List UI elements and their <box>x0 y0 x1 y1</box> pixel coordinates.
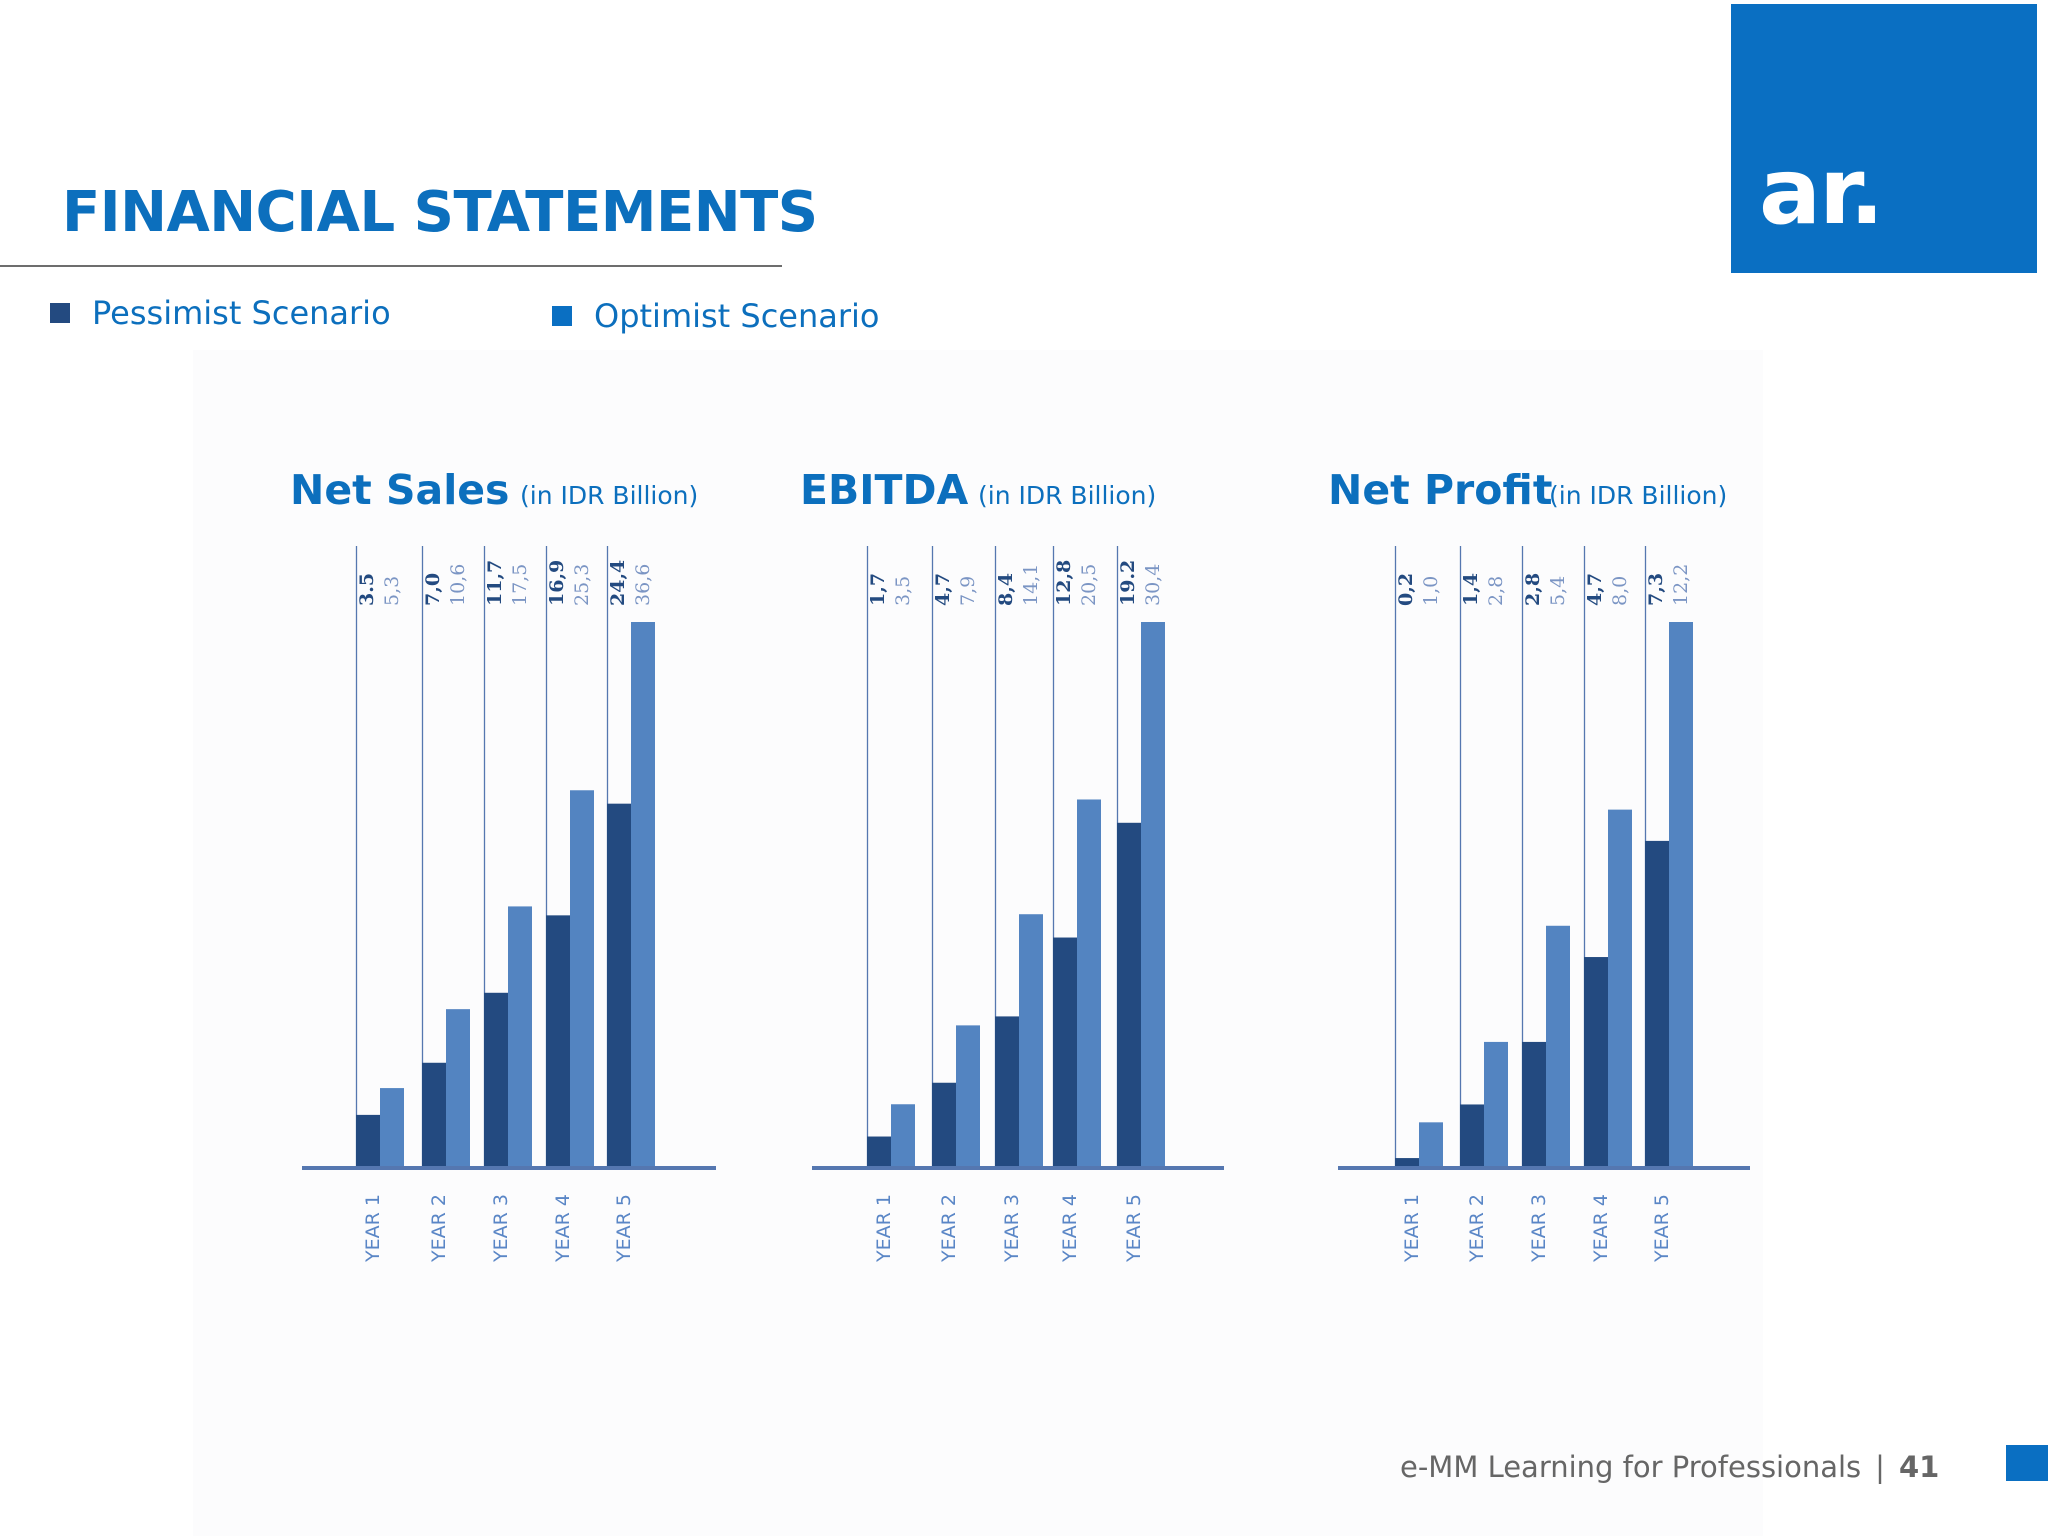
chart-subtitle: (in IDR Billion) <box>520 481 698 510</box>
bar-optimist <box>446 1009 470 1167</box>
data-label-optimist: 20,5 <box>1078 564 1100 606</box>
bar-optimist <box>1419 1122 1443 1167</box>
bar-optimist <box>1546 925 1570 1167</box>
category-label: YEAR 1 <box>873 1194 895 1263</box>
data-label-pessimist: 4,7 <box>1584 573 1606 606</box>
data-label-pessimist: 24,4 <box>607 560 629 606</box>
data-label-optimist: 25,3 <box>571 564 593 606</box>
title-divider <box>0 265 782 267</box>
data-label-optimist: 5,4 <box>1547 576 1569 606</box>
category-label: YEAR 2 <box>428 1194 450 1263</box>
chart-background <box>193 350 1763 1536</box>
data-label-optimist: 8,0 <box>1609 576 1631 606</box>
category-label: YEAR 1 <box>362 1194 384 1263</box>
bar-pessimist <box>867 1136 891 1167</box>
brand-logo: ar. <box>1731 4 2037 273</box>
data-label-pessimist: 7,3 <box>1645 573 1667 606</box>
bar-pessimist <box>1584 957 1608 1167</box>
data-label-optimist: 10,6 <box>447 564 469 606</box>
data-label-optimist: 5,3 <box>381 576 403 606</box>
data-label-pessimist: 8,4 <box>995 573 1017 606</box>
chart-title: Net Profit <box>1328 466 1552 514</box>
legend-item-pessimist: Pessimist Scenario <box>50 293 391 333</box>
data-label-pessimist: 2,8 <box>1522 573 1544 606</box>
page-number: 41 <box>1898 1450 1940 1484</box>
bar-pessimist <box>1117 822 1141 1167</box>
bar-optimist <box>1608 809 1632 1167</box>
data-label-pessimist: 7,0 <box>422 573 444 606</box>
bar-pessimist <box>1460 1104 1484 1167</box>
bar-pessimist <box>1053 937 1077 1167</box>
data-label-optimist: 30,4 <box>1142 564 1164 606</box>
chart-subtitle: (in IDR Billion) <box>1549 481 1727 510</box>
data-label-optimist: 12,2 <box>1670 564 1692 606</box>
category-label: YEAR 1 <box>1401 1194 1423 1263</box>
data-label-pessimist: 4,7 <box>932 573 954 606</box>
bar-optimist <box>1669 622 1693 1167</box>
data-label-optimist: 17,5 <box>509 564 531 606</box>
footer: e-MM Learning for Professionals | 41 <box>1400 1447 1939 1487</box>
category-label: YEAR 4 <box>1059 1194 1081 1263</box>
category-label: YEAR 4 <box>1590 1194 1612 1263</box>
data-label-optimist: 14,1 <box>1020 564 1042 606</box>
data-label-pessimist: 16,9 <box>546 560 568 606</box>
bar-optimist <box>1019 914 1043 1167</box>
bar-pessimist <box>1522 1041 1546 1167</box>
data-label-pessimist: 11,7 <box>484 560 506 606</box>
bar-optimist <box>380 1088 404 1167</box>
legend-swatch-pessimist <box>50 303 70 323</box>
data-label-pessimist: 19.2 <box>1117 560 1139 606</box>
bar-pessimist <box>546 915 570 1167</box>
category-label: YEAR 2 <box>1466 1194 1488 1263</box>
bar-pessimist <box>1395 1158 1419 1167</box>
bar-optimist <box>956 1025 980 1167</box>
legend-label-optimist: Optimist Scenario <box>594 297 880 335</box>
footer-tab <box>2006 1445 2048 1481</box>
logo-text: ar. <box>1759 138 1884 245</box>
category-label: YEAR 5 <box>613 1194 635 1263</box>
data-label-pessimist: 1,7 <box>867 573 889 606</box>
bar-pessimist <box>995 1016 1019 1167</box>
data-label-pessimist: 12,8 <box>1053 560 1075 606</box>
chart-title: EBITDA <box>800 466 969 514</box>
bar-pessimist <box>607 803 631 1167</box>
bar-optimist <box>570 790 594 1167</box>
data-label-optimist: 2,8 <box>1485 576 1507 606</box>
category-label: YEAR 4 <box>552 1194 574 1263</box>
chart-title: Net Sales <box>290 466 509 514</box>
bar-pessimist <box>484 992 508 1167</box>
bar-pessimist <box>356 1114 380 1167</box>
bar-pessimist <box>932 1082 956 1167</box>
bar-optimist <box>1077 799 1101 1167</box>
chart-subtitle: (in IDR Billion) <box>978 481 1156 510</box>
footer-separator: | <box>1875 1450 1885 1484</box>
legend-item-optimist: Optimist Scenario <box>552 296 880 336</box>
category-label: YEAR 3 <box>1001 1194 1023 1263</box>
data-label-pessimist: 0,2 <box>1395 573 1417 606</box>
category-label: YEAR 3 <box>490 1194 512 1263</box>
bar-pessimist <box>422 1062 446 1167</box>
bar-pessimist <box>1645 840 1669 1167</box>
footer-text: e-MM Learning for Professionals <box>1400 1450 1862 1484</box>
data-label-pessimist: 1,4 <box>1460 573 1482 606</box>
data-label-optimist: 1,0 <box>1420 576 1442 606</box>
page-title: FINANCIAL STATEMENTS <box>62 180 818 245</box>
data-label-pessimist: 3.5 <box>356 573 378 606</box>
data-label-optimist: 7,9 <box>957 576 979 606</box>
data-label-optimist: 3,5 <box>892 576 914 606</box>
bar-optimist <box>1141 622 1165 1167</box>
bar-optimist <box>631 622 655 1167</box>
bar-optimist <box>891 1104 915 1167</box>
category-label: YEAR 5 <box>1651 1194 1673 1263</box>
category-label: YEAR 2 <box>938 1194 960 1263</box>
data-label-optimist: 36,6 <box>632 564 654 606</box>
legend-swatch-optimist <box>552 306 572 326</box>
bar-optimist <box>508 906 532 1167</box>
bar-optimist <box>1484 1041 1508 1167</box>
category-label: YEAR 5 <box>1123 1194 1145 1263</box>
legend-label-pessimist: Pessimist Scenario <box>92 294 391 332</box>
category-label: YEAR 3 <box>1528 1194 1550 1263</box>
